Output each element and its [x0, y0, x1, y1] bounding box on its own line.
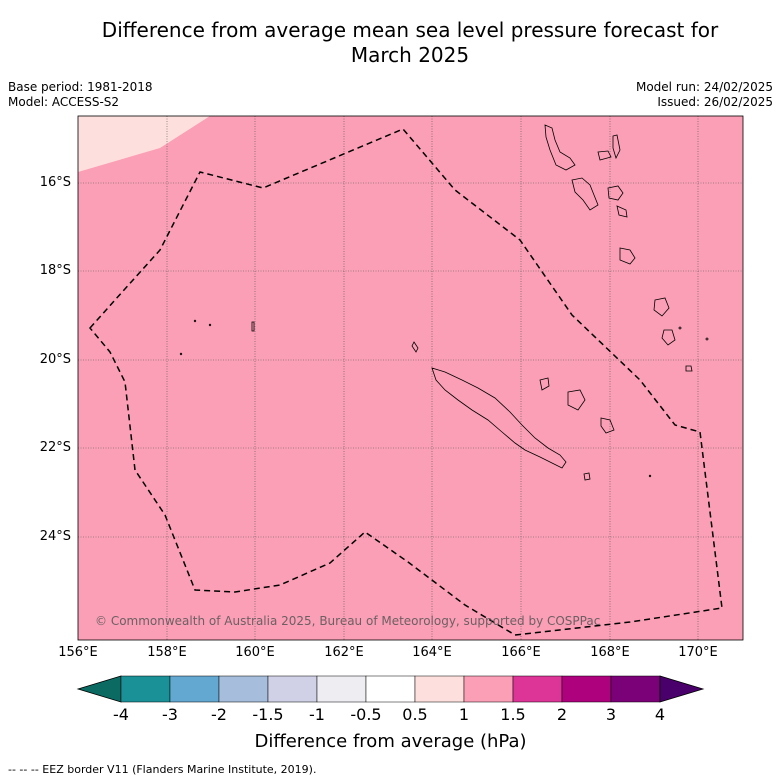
- colorbar-segment: [218, 675, 269, 703]
- colorbar-segment: [561, 675, 612, 703]
- colorbar-segment: [169, 675, 220, 703]
- small-islands: [179, 319, 709, 478]
- lon-label-170e: 170°E: [678, 645, 718, 660]
- colorbar-tick-label: -1: [309, 705, 325, 724]
- lon-label-166e: 166°E: [501, 645, 541, 660]
- colorbar-segment: [610, 675, 661, 703]
- colorbar-segment: [414, 675, 465, 703]
- colorbar-tick-label: -3: [162, 705, 178, 724]
- colorbar-title: Difference from average (hPa): [254, 731, 527, 752]
- colorbar-tick-label: 0.5: [402, 705, 428, 724]
- model-run: Model run: 24/02/2025: [635, 80, 773, 94]
- colorbar-extend-high: [659, 675, 705, 703]
- loyalty-islands: [411, 341, 615, 481]
- colorbar-tick-label: 2: [556, 705, 568, 724]
- lon-label-158e: 158°E: [147, 645, 187, 660]
- map-gridlines: [78, 116, 743, 640]
- colorbar-tick-label: -2: [211, 705, 227, 724]
- map-anomaly-low-region: [78, 116, 210, 172]
- colorbar-segment: [316, 675, 367, 703]
- eez-legend-note: -- -- -- EEZ border V11 (Flanders Marine…: [8, 763, 317, 776]
- map-anomaly-field: [78, 116, 743, 640]
- lat-label-22s: 22°S: [39, 440, 71, 455]
- colorbar-tick-label: -0.5: [350, 705, 382, 724]
- lat-label-24s: 24°S: [39, 529, 71, 544]
- colorbar-segment: [267, 675, 318, 703]
- new-caledonia-island: [431, 367, 567, 469]
- model-info: Base period: 1981-2018 Model: ACCESS-S2: [8, 80, 153, 110]
- colorbar-segment: [512, 675, 563, 703]
- lon-label-162e: 162°E: [324, 645, 364, 660]
- colorbar-segment: [463, 675, 514, 703]
- lon-label-164e: 164°E: [412, 645, 452, 660]
- lon-label-160e: 160°E: [235, 645, 275, 660]
- copyright-notice: © Commonwealth of Australia 2025, Bureau…: [95, 614, 601, 628]
- lat-label-18s: 18°S: [39, 263, 71, 278]
- colorbar-tick-label: 1: [458, 705, 470, 724]
- model-name: Model: ACCESS-S2: [8, 95, 120, 109]
- lon-label-168e: 168°E: [590, 645, 630, 660]
- title-line-1: Difference from average mean sea level p…: [101, 18, 719, 42]
- colorbar-extend-low: [76, 675, 122, 703]
- colorbar-tick-label: 3: [605, 705, 617, 724]
- colorbar-segment: [120, 675, 171, 703]
- map-title: Difference from average mean sea level p…: [40, 18, 780, 68]
- colorbar: [76, 675, 705, 703]
- colorbar-tick-label: 4: [654, 705, 666, 724]
- colorbar-tick-label: -1.5: [252, 705, 284, 724]
- map-frame: [77, 115, 744, 641]
- vanuatu-islands: [544, 124, 693, 372]
- base-period: Base period: 1981-2018: [8, 80, 153, 94]
- colorbar-tick-label: 1.5: [500, 705, 526, 724]
- issued-date: Issued: 26/02/2025: [657, 95, 773, 109]
- colorbar-segment: [365, 675, 416, 703]
- lat-label-20s: 20°S: [39, 352, 71, 367]
- lat-label-16s: 16°S: [39, 175, 71, 190]
- eez-border: [89, 128, 723, 636]
- colorbar-tick-label: -4: [113, 705, 129, 724]
- title-line-2: March 2025: [350, 43, 470, 67]
- lon-label-156e: 156°E: [58, 645, 98, 660]
- run-info: Model run: 24/02/2025 Issued: 26/02/2025: [636, 80, 773, 110]
